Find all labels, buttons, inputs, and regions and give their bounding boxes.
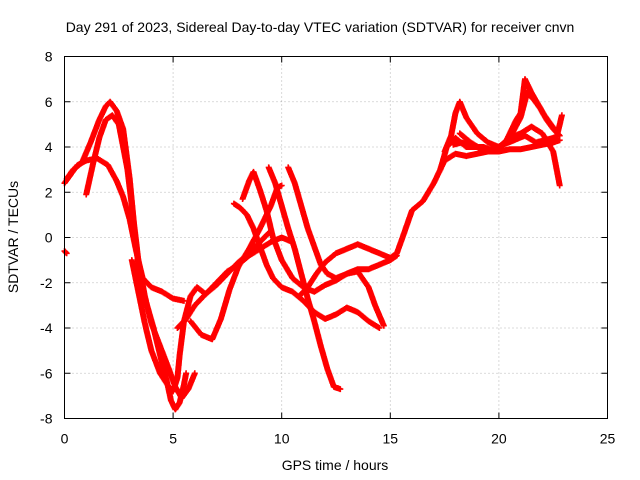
series-trace-12 [296,137,563,300]
y-tick-label: -8 [40,411,53,427]
y-tick-label: 8 [45,49,53,65]
series-trace-10 [265,164,344,393]
series-trace-11 [285,164,400,282]
series-trace-4 [83,112,190,413]
axis-ticks: 0 5 10 15 20 25 -8 -6 -4 -2 0 2 4 6 8 [40,49,615,447]
y-tick-label: -4 [40,320,53,336]
grid [64,56,608,419]
x-tick-label: 15 [383,431,399,447]
series-trace-16 [456,130,561,153]
plot-frame [64,56,608,419]
series-trace-6 [174,234,296,331]
x-axis-label: GPS time / hours [282,457,389,473]
y-tick-label: 4 [45,139,53,155]
y-tick-label: 0 [45,230,53,246]
x-tick-label: 10 [274,431,290,447]
y-tick-label: 6 [45,94,53,110]
y-tick-label: -6 [40,365,53,381]
series-layer [61,76,565,413]
y-tick-label: 2 [45,184,53,200]
y-axis-label: SDTVAR / TECUs [5,181,21,293]
x-tick-label: 25 [600,431,616,447]
chart-title: Day 291 of 2023, Sidereal Day-to-day VTE… [66,19,575,35]
y-tick-label: -2 [40,275,53,291]
x-tick-label: 20 [491,431,507,447]
series-trace-2 [61,155,187,304]
series-trace-1 [61,248,70,257]
x-tick-label: 5 [169,431,177,447]
series-trace-7 [187,182,285,343]
x-tick-label: 0 [61,431,69,447]
